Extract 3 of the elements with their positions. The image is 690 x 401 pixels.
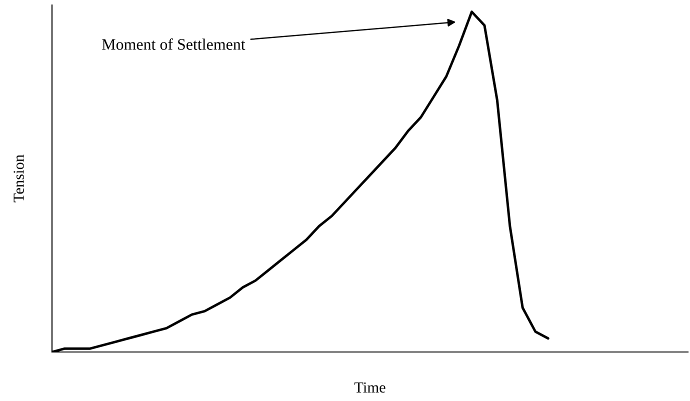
annotation: Moment of Settlement bbox=[102, 38, 246, 50]
x-axis-title: Time bbox=[354, 382, 386, 393]
y-axis-title: Tension bbox=[14, 154, 24, 202]
